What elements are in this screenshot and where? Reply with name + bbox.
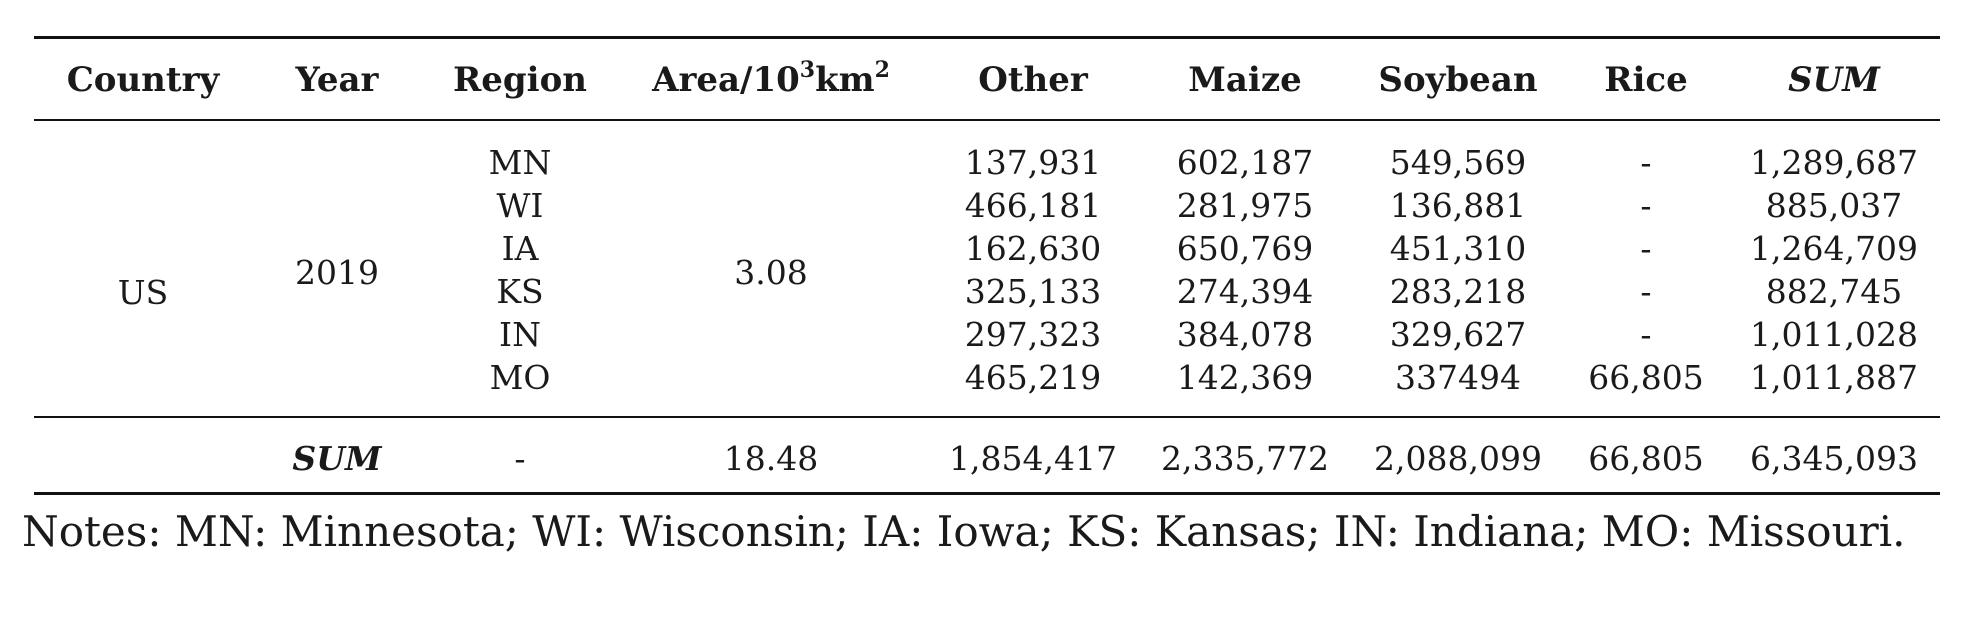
cell-rice: -	[1640, 272, 1652, 311]
header-soybean: Soybean	[1378, 60, 1538, 100]
total-sum: 6,345,093	[1750, 439, 1918, 478]
header-rule	[34, 119, 1940, 121]
total-region: -	[514, 439, 526, 478]
cell-region: IA	[501, 229, 539, 268]
table-notes: Notes: MN: Minnesota; WI: Wisconsin; IA:…	[22, 507, 1906, 556]
header-other: Other	[978, 60, 1088, 100]
cell-sum: 1,011,887	[1750, 358, 1918, 397]
header-region: Region	[453, 60, 587, 100]
cell-soybean: 283,218	[1389, 272, 1527, 311]
cell-sum: 882,745	[1765, 272, 1903, 311]
header-year: Year	[295, 60, 379, 100]
cell-country: US	[117, 273, 169, 312]
cell-area: 3.08	[734, 253, 808, 292]
cell-maize: 650,769	[1176, 229, 1314, 268]
cell-other: 137,931	[964, 143, 1102, 182]
header-maize: Maize	[1188, 60, 1302, 100]
cell-sum: 1,289,687	[1750, 143, 1918, 182]
cell-rice: -	[1640, 143, 1652, 182]
cell-year: 2019	[295, 253, 379, 292]
header-rice: Rice	[1604, 60, 1688, 100]
header-sum: SUM	[1788, 60, 1880, 100]
cell-rice: -	[1640, 315, 1652, 354]
cell-other: 466,181	[964, 186, 1102, 225]
total-other: 1,854,417	[949, 439, 1117, 478]
cell-sum: 1,011,028	[1750, 315, 1918, 354]
cell-sum: 1,264,709	[1750, 229, 1918, 268]
cell-rice: -	[1640, 186, 1652, 225]
cell-region: KS	[496, 272, 544, 311]
total-soybean: 2,088,099	[1374, 439, 1542, 478]
cell-maize: 602,187	[1176, 143, 1314, 182]
cell-maize: 274,394	[1176, 272, 1314, 311]
cell-other: 465,219	[964, 358, 1102, 397]
cell-other: 162,630	[964, 229, 1102, 268]
sum-rule	[34, 416, 1940, 418]
cell-region: IN	[499, 315, 541, 354]
header-country: Country	[66, 60, 220, 100]
cell-soybean: 136,881	[1389, 186, 1527, 225]
cell-soybean: 549,569	[1389, 143, 1527, 182]
total-area: 18.48	[723, 439, 819, 478]
cell-region: WI	[496, 186, 544, 225]
total-label: SUM	[292, 439, 382, 478]
total-rice: 66,805	[1588, 439, 1704, 478]
cell-rice: -	[1640, 229, 1652, 268]
cell-maize: 142,369	[1176, 358, 1314, 397]
cell-maize: 281,975	[1176, 186, 1314, 225]
cell-sum: 885,037	[1765, 186, 1903, 225]
cell-other: 325,133	[964, 272, 1102, 311]
bottom-rule	[34, 492, 1940, 495]
cell-maize: 384,078	[1176, 315, 1314, 354]
cell-soybean: 451,310	[1389, 229, 1527, 268]
cell-region: MO	[489, 358, 551, 397]
cell-region: MN	[488, 143, 552, 182]
total-maize: 2,335,772	[1161, 439, 1329, 478]
top-rule	[34, 36, 1940, 39]
header-area: Area/103km2	[652, 56, 890, 100]
cell-other: 297,323	[964, 315, 1102, 354]
cell-soybean: 329,627	[1389, 315, 1527, 354]
cell-rice: 66,805	[1588, 358, 1704, 397]
cell-soybean: 337494	[1395, 358, 1521, 397]
